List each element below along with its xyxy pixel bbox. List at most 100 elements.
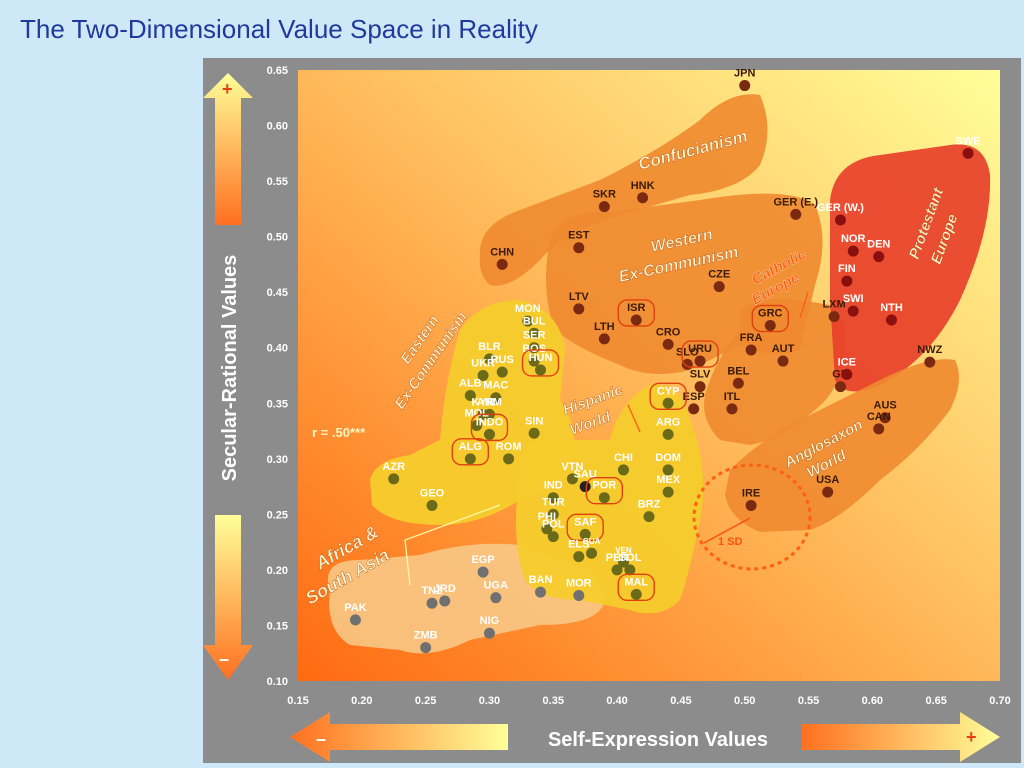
data-point xyxy=(483,428,495,440)
data-point xyxy=(579,528,591,540)
data-point-label: BUL xyxy=(523,315,546,327)
data-point xyxy=(547,531,559,543)
data-point-label: NWZ xyxy=(917,344,942,356)
data-point xyxy=(726,403,738,415)
data-point xyxy=(528,327,540,339)
data-point-label: CHI xyxy=(614,452,633,464)
data-point xyxy=(847,245,859,257)
data-point-label: POL xyxy=(542,519,565,531)
y-tick-label: 0.65 xyxy=(267,65,288,77)
data-point-label: KYR xyxy=(471,396,494,408)
data-point xyxy=(662,338,674,350)
data-point-label: DOM xyxy=(655,452,681,464)
y-arrow-up xyxy=(203,73,253,225)
data-point xyxy=(503,453,515,465)
data-point xyxy=(579,481,591,493)
data-point-label: RUS xyxy=(491,354,514,366)
y-tick-label: 0.15 xyxy=(267,620,288,632)
data-point-label: DEN xyxy=(867,239,890,251)
y-tick-label: 0.50 xyxy=(267,232,288,244)
data-point xyxy=(496,258,508,270)
highlight-ring xyxy=(470,413,509,442)
data-point xyxy=(586,547,598,559)
data-point xyxy=(822,486,834,498)
data-point-label: UGA xyxy=(484,580,509,592)
data-point xyxy=(924,356,936,368)
data-point xyxy=(598,333,610,345)
data-point-label: ICE xyxy=(838,356,856,368)
x-tick-label: 0.50 xyxy=(734,695,755,707)
data-point xyxy=(637,192,649,204)
x-tick-label: 0.60 xyxy=(862,695,883,707)
data-point-label: BOS xyxy=(522,343,546,355)
data-point-label: ARG xyxy=(656,416,680,428)
data-point-label: MAC xyxy=(483,380,508,392)
data-point-label: IRE xyxy=(742,487,760,499)
highlight-ring xyxy=(681,340,719,368)
data-point xyxy=(617,464,629,476)
data-point-label: PER xyxy=(606,552,629,564)
data-point-label: URU xyxy=(688,343,712,355)
data-point-label: TNZ xyxy=(421,585,443,597)
x-axis-arrow: – + Self-Expression Values xyxy=(290,712,1000,762)
data-point xyxy=(790,208,802,220)
data-point-label: GER (W.) xyxy=(817,202,864,214)
x-tick-label: 0.65 xyxy=(925,695,946,707)
y-arrow-down xyxy=(203,515,253,680)
x-axis-label: Self-Expression Values xyxy=(548,729,768,751)
data-point xyxy=(745,344,757,356)
data-point-label: TUR xyxy=(542,496,565,508)
x-arrow-minus: – xyxy=(316,729,326,749)
data-point-label: CZE xyxy=(708,269,730,281)
y-tick-label: 0.30 xyxy=(267,454,288,466)
data-points: JPN HNK SKR CHN EST GER (E.) CZE LTV ISR LTH CRO SL… xyxy=(344,68,981,654)
y-axis-label: Secular-Rational Values xyxy=(219,255,241,482)
data-point xyxy=(662,428,674,440)
x-tick-label: 0.30 xyxy=(479,695,500,707)
data-point xyxy=(694,381,706,393)
x-axis-ticks: 0.15 0.20 0.25 0.30 0.35 0.40 0.45 0.50 0.55 0.60… xyxy=(287,695,1010,707)
pointer-lines xyxy=(404,291,809,586)
data-point xyxy=(962,147,974,159)
data-point-label: ALG xyxy=(459,441,482,453)
sd-circle xyxy=(692,463,812,571)
y-tick-label: 0.35 xyxy=(267,398,288,410)
data-point-label: MAL xyxy=(624,576,648,588)
data-point-label: GRC xyxy=(758,308,783,320)
data-point-label: ISR xyxy=(627,302,645,314)
highlight-ring xyxy=(617,573,655,602)
data-point-label: SER xyxy=(523,330,546,342)
data-point xyxy=(566,473,578,485)
data-point xyxy=(471,419,483,431)
data-point-label: AZR xyxy=(382,461,405,473)
y-tick-label: 0.40 xyxy=(267,343,288,355)
data-point xyxy=(496,366,508,378)
data-point xyxy=(662,486,674,498)
data-point xyxy=(834,381,846,393)
data-point-label: ELS xyxy=(568,539,589,551)
data-point-label: VEN xyxy=(615,546,632,555)
data-point xyxy=(490,392,502,404)
data-point-label: COL xyxy=(618,552,642,564)
data-point xyxy=(541,523,553,535)
highlight-ring xyxy=(566,513,604,542)
zones xyxy=(328,94,991,654)
data-point-label: FRA xyxy=(740,332,763,344)
data-point-label: ZMB xyxy=(414,630,438,642)
highlight-ring xyxy=(585,477,624,505)
data-point-label: HNK xyxy=(631,180,655,192)
sd-arrow xyxy=(703,517,751,544)
data-point xyxy=(688,403,700,415)
data-point-label: LXM xyxy=(822,299,845,311)
data-point-label: GEO xyxy=(420,487,445,499)
highlight-ring xyxy=(617,299,655,327)
data-point-label: USA xyxy=(816,474,839,486)
data-point-label: CRO xyxy=(656,326,681,338)
data-point xyxy=(643,511,655,523)
data-point-label: EST xyxy=(568,230,590,242)
y-tick-label: 0.25 xyxy=(267,509,288,521)
data-point-label: VTN xyxy=(561,461,583,473)
data-point-label: PAK xyxy=(344,602,366,614)
data-point-label: IND xyxy=(544,480,563,492)
data-point xyxy=(745,499,757,511)
